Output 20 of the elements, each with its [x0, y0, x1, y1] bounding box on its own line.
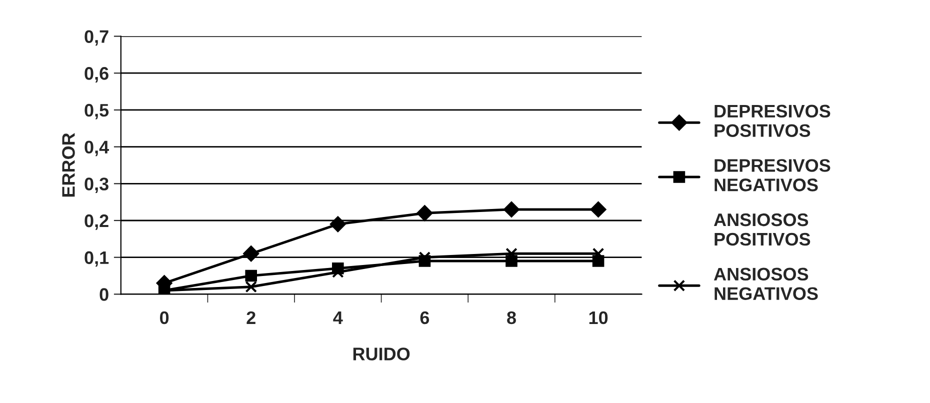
- text: ANSIOSOS POSITIVOS: [714, 213, 810, 246]
- legend-label: DEPRESIVOS POSITIVOS: [714, 104, 830, 137]
- legend-label: DEPRESIVOS NEGATIVOS: [714, 159, 830, 192]
- y-tick-label: 0,6: [84, 67, 108, 82]
- x-tick-label: 4: [333, 312, 343, 324]
- x-tick-label: 10: [589, 311, 608, 324]
- legend-label: ANSIOSOS NEGATIVOS: [714, 268, 818, 300]
- x-axis-title: RUIDO: [353, 348, 410, 360]
- y-tick-label: 0,1: [84, 251, 109, 267]
- x-tick-label: 2: [246, 311, 256, 324]
- y-tick-label: 0,7: [84, 30, 108, 46]
- y-tick-label: 0,5: [84, 104, 109, 120]
- y-tick-label: 0,2: [84, 214, 108, 230]
- y-tick-label: 0,3: [84, 178, 108, 193]
- x-tick-label: 8: [507, 311, 516, 324]
- x-tick-label: 0: [160, 311, 169, 324]
- x-tick-label: 6: [420, 311, 430, 324]
- y-tick-label: 0: [100, 288, 108, 301]
- y-tick-label: 0,4: [84, 140, 109, 156]
- y-axis-title: ERROR: [62, 133, 75, 197]
